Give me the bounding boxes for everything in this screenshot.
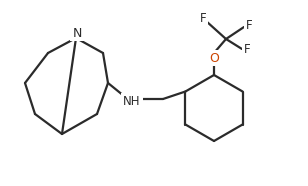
Text: F: F xyxy=(200,12,206,25)
Text: N: N xyxy=(72,26,82,39)
Text: F: F xyxy=(246,18,252,31)
Text: O: O xyxy=(209,52,219,65)
Text: NH: NH xyxy=(123,94,141,108)
Text: F: F xyxy=(244,42,250,55)
